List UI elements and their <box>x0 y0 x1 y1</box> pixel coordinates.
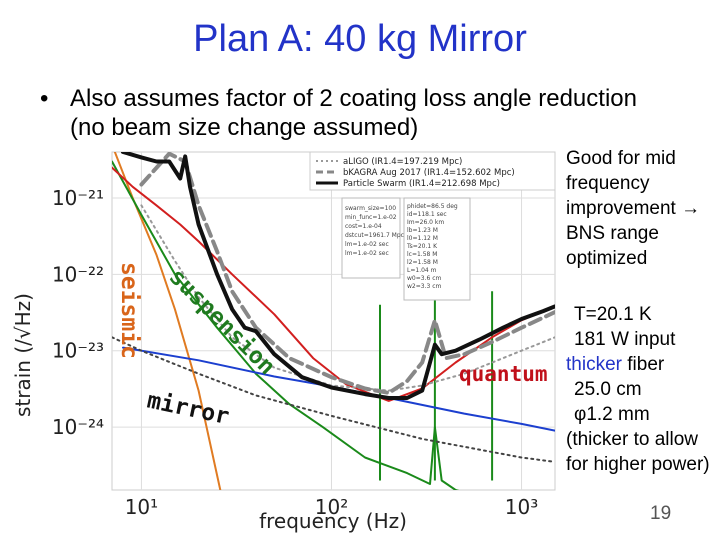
param-line: id=118.1 sec <box>407 211 447 218</box>
annotation-seismic: seismic <box>116 262 142 359</box>
param-line: phidet=86.5 deg <box>407 203 458 210</box>
annotation-quantum: quantum <box>459 362 548 386</box>
param-line: w2=3.3 cm <box>407 283 442 290</box>
bullet-text: Also assumes factor of 2 coating loss an… <box>70 85 637 141</box>
y-tick-label: 10⁻²³ <box>52 339 104 363</box>
y-tick-label: 10⁻²⁴ <box>52 415 104 439</box>
legend-entry: bKAGRA Aug 2017 (IR1.4=152.602 Mpc) <box>343 168 515 178</box>
spec-fiber-thicker: thicker <box>566 354 622 375</box>
x-tick-label: 10¹ <box>125 495 158 519</box>
params-box-swarm: swarm_size=100 min_func=1.e-02 cost=1.e-… <box>341 197 404 279</box>
param-line: l2=1.58 M <box>407 259 438 266</box>
y-axis-label: strain (/√Hz) <box>11 293 35 417</box>
y-tick-label: 10⁻²¹ <box>52 186 104 210</box>
param-line: L=1.04 m <box>407 267 437 274</box>
param-line: swarm_size=100 <box>345 205 396 212</box>
param-line: min_func=1.e-02 <box>345 214 397 221</box>
spec-fiber: thicker fiber <box>566 352 720 377</box>
param-line: Ts=20.1 K <box>406 243 438 250</box>
param-line: Im=26.0 km <box>407 219 444 226</box>
x-axis-label: frequency (Hz) <box>259 509 407 533</box>
legend-entry: Particle Swarm (IR1.4=212.698 Mpc) <box>343 179 500 189</box>
legend-entry: aLIGO (IR1.4=197.219 Mpc) <box>343 157 462 167</box>
slide-title: Plan A: 40 kg Mirror <box>193 18 527 60</box>
spec-length: 25.0 cm <box>574 379 642 400</box>
series-line-bkagra-aug-2017-ir1-4-152-602-mpc <box>139 152 555 395</box>
param-line: lm=1.e-02 sec <box>345 241 389 248</box>
param-line: dstcut=1961.7 Mpc <box>345 232 404 239</box>
bullet-marker: • <box>40 85 49 112</box>
series-line-suspension <box>112 160 460 490</box>
x-tick-label: 10³ <box>505 495 538 519</box>
param-line: lb=1.23 M <box>407 227 438 234</box>
series-line-particle-swarm-ir1-4-212-698-mpc <box>121 152 555 400</box>
series-line-seismic <box>113 152 222 490</box>
series-group <box>112 152 555 490</box>
x-tick-label: 10² <box>315 495 348 519</box>
series-line-residual-gas <box>112 336 555 463</box>
param-line: w0=3.6 cm <box>407 275 442 282</box>
legend: aLIGO (IR1.4=197.219 Mpc) bKAGRA Aug 201… <box>309 151 556 191</box>
bullet-point: • Also assumes factor of 2 coating loss … <box>40 84 660 142</box>
y-tick-label: 10⁻²² <box>52 262 104 286</box>
param-line: cost=1.e-04 <box>345 223 382 230</box>
params-box-detector: phidet=86.5 deg id=118.1 sec Im=26.0 km … <box>403 197 471 301</box>
side-note: Good for mid frequency improvement → BNS… <box>566 148 701 269</box>
param-line: lm=1.e-02 sec <box>345 250 389 257</box>
page-number: 19 <box>650 503 672 524</box>
tick-labels: 10¹ 10² 10³ 10⁻²¹ 10⁻²² 10⁻²³ 10⁻²⁴ <box>52 186 538 519</box>
param-line: lc=1.58 M <box>407 251 437 258</box>
spec-fiber-rest: fiber <box>621 354 665 375</box>
param-line: l0=1.12 M <box>407 235 438 242</box>
strain-sensitivity-chart: 10¹ 10² 10³ 10⁻²¹ 10⁻²² 10⁻²³ 10⁻²⁴ frequency … <box>11 151 556 533</box>
spec-note: (thicker to allow for higher power) <box>566 429 710 475</box>
parameter-list: T=20.1 K 181 W input thicker fiber 25.0 … <box>566 302 720 477</box>
spec-diameter: φ1.2 mm <box>574 404 650 425</box>
spec-power: 181 W input <box>574 329 676 350</box>
spec-temperature: T=20.1 K <box>574 304 652 325</box>
